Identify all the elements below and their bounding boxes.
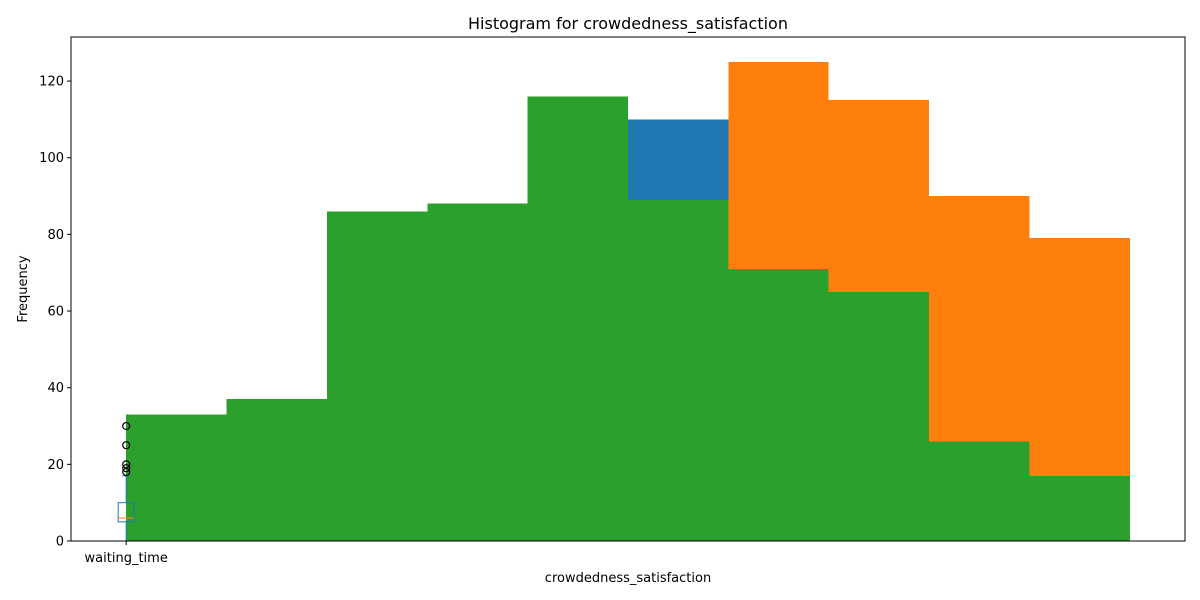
y-tick-label: 40 <box>47 381 64 396</box>
plot-frame <box>70 36 1186 542</box>
boxplot-flier <box>122 460 131 469</box>
histogram-bar <box>326 211 428 542</box>
boxplot-box <box>117 502 135 523</box>
histogram-bar <box>628 199 729 541</box>
histogram-bars <box>126 61 1130 542</box>
y-tick-label: 120 <box>39 75 64 90</box>
chart-title: Histogram for crowdedness_satisfaction <box>468 14 788 34</box>
y-tick-label: 60 <box>47 305 64 320</box>
y-tick-label: 20 <box>47 458 64 473</box>
histogram-bar <box>728 268 829 541</box>
histogram-bar <box>427 203 528 542</box>
boxplot-flier <box>122 467 131 477</box>
histogram-bar <box>1029 475 1130 541</box>
histogram-bar <box>126 414 227 541</box>
y-tick-label: 0 <box>56 535 64 550</box>
histogram-bar <box>527 96 628 541</box>
histogram-bar <box>226 399 327 541</box>
y-tick-label: 80 <box>47 228 64 243</box>
boxplot <box>117 421 135 541</box>
x-axis: waiting_time <box>85 541 168 566</box>
histogram-bar <box>828 291 930 541</box>
boxplot-flier <box>122 464 131 473</box>
x-tick-label: waiting_time <box>85 551 168 566</box>
x-axis-label: crowdedness_satisfaction <box>545 571 711 586</box>
boxplot-flier <box>122 421 131 431</box>
y-axis: 0 20 40 60 80 100 120 <box>39 75 71 550</box>
y-axis-label: Frequency <box>16 255 31 322</box>
histogram-bar <box>929 441 1030 541</box>
y-tick-label: 100 <box>39 151 64 166</box>
boxplot-flier <box>122 441 131 450</box>
